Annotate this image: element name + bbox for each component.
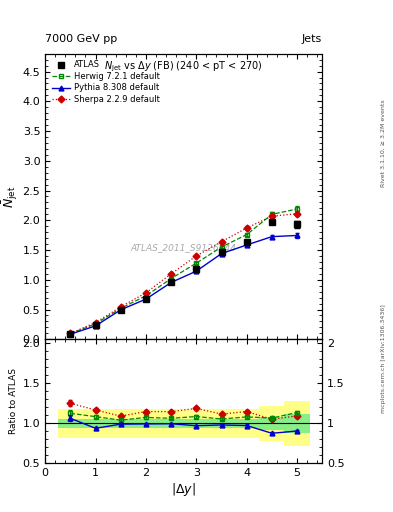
Bar: [58, 418, 83, 428]
Legend: ATLAS, Herwig 7.2.1 default, Pythia 8.308 default, Sherpa 2.2.9 default: ATLAS, Herwig 7.2.1 default, Pythia 8.30…: [50, 58, 162, 106]
Bar: [259, 417, 285, 430]
Y-axis label: Ratio to ATLAS: Ratio to ATLAS: [9, 368, 18, 434]
Bar: [83, 418, 108, 428]
Bar: [285, 414, 310, 433]
Text: $N_\mathrm{jet}$ vs $\Delta y$ (FB) (240 < pT < 270): $N_\mathrm{jet}$ vs $\Delta y$ (FB) (240…: [104, 59, 263, 74]
Bar: [234, 409, 259, 438]
Bar: [184, 409, 209, 438]
Bar: [209, 418, 234, 428]
Bar: [133, 418, 158, 428]
Text: 7000 GeV pp: 7000 GeV pp: [45, 33, 118, 44]
X-axis label: $|\Delta y|$: $|\Delta y|$: [171, 481, 196, 498]
Bar: [108, 418, 133, 428]
Bar: [259, 406, 285, 441]
Bar: [158, 409, 184, 438]
Bar: [285, 401, 310, 446]
Bar: [133, 409, 158, 438]
Bar: [158, 418, 184, 428]
Text: Rivet 3.1.10, ≥ 3.2M events: Rivet 3.1.10, ≥ 3.2M events: [381, 99, 386, 187]
Bar: [184, 418, 209, 428]
Bar: [108, 409, 133, 438]
Bar: [58, 409, 83, 438]
Text: mcplots.cern.ch [arXiv:1306.3436]: mcplots.cern.ch [arXiv:1306.3436]: [381, 304, 386, 413]
Bar: [83, 409, 108, 438]
Text: Jets: Jets: [302, 33, 322, 44]
Text: ATLAS_2011_S9126244: ATLAS_2011_S9126244: [131, 243, 237, 252]
Bar: [234, 418, 259, 428]
Y-axis label: $\bar{N}_\mathrm{jet}$: $\bar{N}_\mathrm{jet}$: [0, 185, 20, 208]
Bar: [209, 409, 234, 438]
